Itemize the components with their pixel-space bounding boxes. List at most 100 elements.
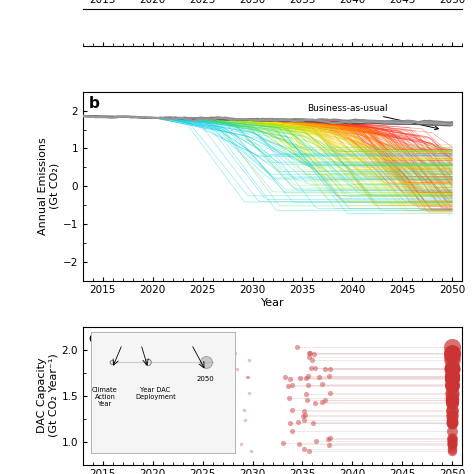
Point — [448, 396, 456, 404]
Point — [448, 447, 456, 455]
Point — [448, 407, 456, 414]
X-axis label: Year: Year — [261, 298, 284, 308]
Point — [288, 406, 295, 413]
Point — [448, 356, 456, 364]
Point — [305, 381, 312, 389]
Point — [184, 374, 191, 382]
Point — [300, 412, 307, 420]
Point — [301, 411, 309, 419]
Point — [286, 375, 294, 383]
Point — [191, 427, 199, 435]
Point — [285, 394, 293, 401]
Point — [213, 434, 220, 441]
Point — [179, 365, 187, 372]
Point — [284, 382, 292, 390]
Point — [448, 418, 456, 425]
Point — [448, 381, 456, 389]
Y-axis label: DAC Capacity
(Gt CO₂ Year⁻¹): DAC Capacity (Gt CO₂ Year⁻¹) — [37, 354, 59, 438]
Point — [190, 441, 198, 449]
Point — [448, 343, 456, 350]
Point — [448, 374, 456, 381]
Point — [209, 354, 216, 361]
Point — [448, 427, 456, 435]
Point — [312, 438, 320, 445]
Point — [187, 390, 194, 398]
Point — [325, 441, 333, 449]
Point — [448, 400, 456, 407]
Point — [231, 349, 239, 356]
Point — [197, 407, 204, 414]
Point — [286, 419, 293, 427]
Point — [448, 438, 456, 445]
Point — [194, 372, 202, 379]
Point — [229, 365, 237, 373]
Point — [326, 365, 333, 373]
Point — [201, 396, 209, 403]
Point — [448, 365, 456, 373]
Point — [318, 381, 326, 388]
Point — [448, 382, 456, 390]
Point — [308, 356, 316, 364]
Point — [246, 356, 253, 364]
Point — [223, 375, 231, 383]
Point — [448, 365, 456, 372]
Point — [321, 365, 329, 373]
Point — [225, 396, 233, 404]
Point — [206, 412, 213, 420]
Point — [202, 394, 210, 401]
Point — [200, 382, 208, 390]
Point — [448, 441, 456, 449]
Point — [448, 412, 456, 420]
Point — [448, 390, 456, 398]
Point — [301, 417, 308, 424]
Point — [202, 419, 210, 427]
Text: Business-as-usual: Business-as-usual — [308, 104, 438, 130]
Point — [162, 343, 170, 350]
Point — [448, 375, 456, 383]
Point — [293, 343, 301, 350]
Point — [324, 435, 332, 442]
Point — [448, 381, 456, 389]
Point — [195, 381, 202, 388]
Point — [240, 406, 248, 413]
Point — [197, 439, 204, 447]
Point — [289, 381, 296, 389]
Point — [448, 445, 456, 453]
Point — [300, 407, 308, 414]
Y-axis label: Annual Emissions
(Gt CO₂): Annual Emissions (Gt CO₂) — [38, 137, 60, 235]
Point — [165, 374, 173, 382]
Point — [182, 349, 190, 356]
Point — [305, 349, 313, 356]
Point — [247, 447, 255, 455]
Point — [173, 400, 181, 407]
Point — [199, 399, 206, 406]
Point — [448, 434, 456, 441]
Point — [448, 439, 456, 447]
Point — [237, 440, 245, 448]
Point — [297, 374, 304, 382]
Point — [448, 419, 456, 427]
Point — [448, 419, 456, 427]
Point — [448, 374, 456, 382]
Point — [182, 381, 190, 389]
Point — [310, 350, 318, 357]
Point — [448, 394, 456, 401]
Point — [448, 365, 456, 372]
Point — [244, 374, 251, 381]
Point — [326, 372, 333, 379]
Point — [448, 389, 456, 397]
Point — [326, 389, 334, 397]
Point — [208, 435, 216, 442]
Text: c: c — [89, 331, 98, 346]
Point — [448, 381, 456, 388]
Point — [316, 374, 323, 381]
Point — [448, 399, 456, 406]
Point — [227, 372, 235, 380]
Point — [233, 365, 241, 373]
Point — [448, 354, 456, 361]
Point — [448, 406, 456, 413]
Point — [175, 419, 182, 427]
Point — [448, 349, 456, 356]
Point — [306, 349, 314, 356]
Point — [448, 365, 456, 373]
